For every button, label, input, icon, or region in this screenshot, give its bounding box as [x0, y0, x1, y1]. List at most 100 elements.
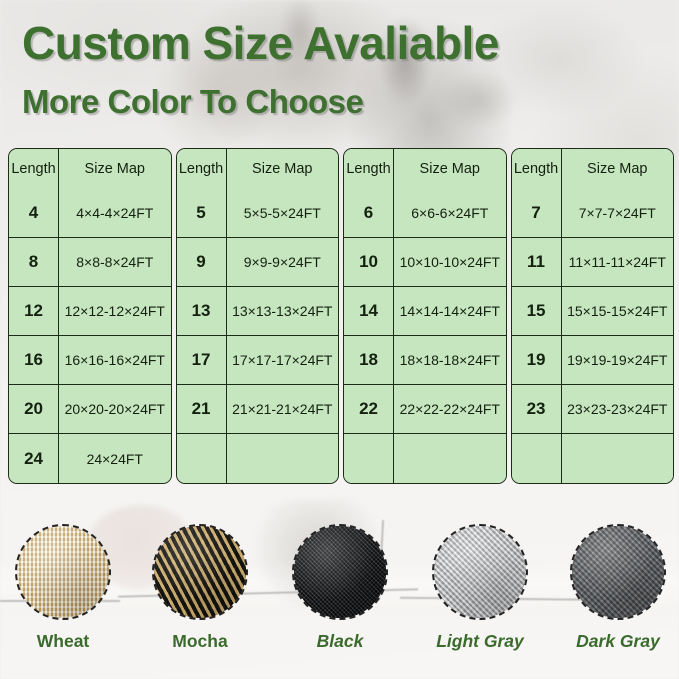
table-row: 9 9×9-9×24FT [176, 238, 338, 287]
cell-size-map: 8×8-8×24FT [59, 238, 171, 287]
table-row: 12 12×12-12×24FT [9, 287, 171, 336]
cell-size-map: 12×12-12×24FT [59, 287, 171, 336]
column-header-size-map: Size Map [394, 149, 506, 189]
swatch-shading-overlay [17, 526, 109, 618]
column-header-length: Length [9, 149, 60, 189]
swatch-shading-overlay [572, 526, 664, 618]
cell-length: 17 [176, 336, 227, 385]
column-header-size-map: Size Map [226, 149, 338, 189]
fabric-swatch-mocha-icon [152, 524, 248, 620]
table-row: 23 23×23-23×24FT [511, 385, 673, 434]
cell-length: 6 [344, 189, 395, 238]
table-row: 5 5×5-5×24FT [176, 189, 338, 238]
table-row: 18 18×18-18×24FT [344, 336, 506, 385]
cell-size-map: 18×18-18×24FT [394, 336, 506, 385]
size-tables-row: Length Size Map 4 4×4-4×24FT 8 8×8-8×24F… [8, 148, 674, 484]
size-table-3: Length Size Map 6 6×6-6×24FT 10 10×10-10… [343, 148, 507, 484]
table-row: 10 10×10-10×24FT [344, 238, 506, 287]
cell-size-map [561, 434, 673, 483]
cell-length: 12 [9, 287, 60, 336]
cell-size-map: 13×13-13×24FT [226, 287, 338, 336]
cell-size-map: 5×5-5×24FT [226, 189, 338, 238]
cell-length: 22 [344, 385, 395, 434]
column-header-length: Length [511, 149, 562, 189]
color-swatch-wheat[interactable]: Wheat [12, 524, 114, 652]
cell-length: 18 [344, 336, 395, 385]
page-title: Custom Size Avaliable [22, 17, 499, 69]
cell-size-map: 4×4-4×24FT [59, 189, 171, 238]
cell-length: 16 [9, 336, 60, 385]
table-row: 8 8×8-8×24FT [9, 238, 171, 287]
cell-size-map: 7×7-7×24FT [561, 189, 673, 238]
cell-length: 20 [9, 385, 60, 434]
color-swatch-black[interactable]: Black [289, 524, 391, 652]
cell-size-map: 6×6-6×24FT [394, 189, 506, 238]
swatch-label-light-gray: Light Gray [436, 631, 524, 651]
cell-size-map: 20×20-20×24FT [59, 385, 171, 434]
column-header-length: Length [176, 149, 227, 189]
fabric-swatch-wheat-icon [15, 524, 111, 620]
cell-size-map: 17×17-17×24FT [226, 336, 338, 385]
cell-length: 7 [511, 189, 562, 238]
table-row-empty [511, 434, 673, 483]
swatch-shading-overlay [434, 526, 526, 618]
color-swatch-row: Wheat Mocha Black Light Gray Dark Gray [0, 524, 679, 674]
table-row: 4 4×4-4×24FT [9, 189, 171, 238]
cell-length: 11 [511, 238, 562, 287]
cell-size-map: 11×11-11×24FT [561, 238, 673, 287]
column-header-length: Length [344, 149, 395, 189]
cell-length: 23 [511, 385, 562, 434]
cell-size-map: 22×22-22×24FT [394, 385, 506, 434]
cell-length: 8 [9, 238, 60, 287]
fabric-swatch-black-icon [292, 524, 388, 620]
page-subtitle: More Color To Choose [22, 83, 364, 120]
cell-size-map: 19×19-19×24FT [561, 336, 673, 385]
swatch-label-black: Black [316, 631, 364, 651]
table-row: 24 24×24FT [9, 434, 171, 483]
cell-length: 15 [511, 287, 562, 336]
cell-length: 19 [511, 336, 562, 385]
cell-length [511, 434, 562, 483]
background-photo-detail [180, 0, 540, 150]
color-swatch-light-gray[interactable]: Light Gray [429, 524, 531, 652]
swatch-label-dark-gray: Dark Gray [576, 631, 660, 651]
cell-size-map [226, 434, 338, 483]
cell-length: 10 [344, 238, 395, 287]
table-row: 20 20×20-20×24FT [9, 385, 171, 434]
cell-length: 9 [176, 238, 227, 287]
table-row: 7 7×7-7×24FT [511, 189, 673, 238]
table-row-empty [176, 434, 338, 483]
table-row: 16 16×16-16×24FT [9, 336, 171, 385]
cell-length [176, 434, 227, 483]
column-header-size-map: Size Map [561, 149, 673, 189]
cell-size-map: 21×21-21×24FT [226, 385, 338, 434]
cell-length: 24 [9, 434, 60, 483]
cell-length: 4 [9, 189, 60, 238]
table-header-row: Length Size Map [176, 149, 338, 189]
table-row: 13 13×13-13×24FT [176, 287, 338, 336]
cell-size-map: 14×14-14×24FT [394, 287, 506, 336]
cell-size-map: 10×10-10×24FT [394, 238, 506, 287]
color-swatch-dark-gray[interactable]: Dark Gray [567, 524, 669, 652]
table-row: 6 6×6-6×24FT [344, 189, 506, 238]
table-row: 21 21×21-21×24FT [176, 385, 338, 434]
table-row: 22 22×22-22×24FT [344, 385, 506, 434]
column-header-size-map: Size Map [59, 149, 171, 189]
cell-size-map: 24×24FT [59, 434, 171, 483]
table-header-row: Length Size Map [9, 149, 171, 189]
swatch-label-wheat: Wheat [36, 631, 90, 651]
color-swatch-mocha[interactable]: Mocha [149, 524, 251, 652]
table-row: 17 17×17-17×24FT [176, 336, 338, 385]
cell-length: 21 [176, 385, 227, 434]
cell-length: 14 [344, 287, 395, 336]
table-row: 15 15×15-15×24FT [511, 287, 673, 336]
fabric-swatch-dark-gray-icon [570, 524, 666, 620]
cell-size-map: 16×16-16×24FT [59, 336, 171, 385]
cell-length: 5 [176, 189, 227, 238]
size-table-4: Length Size Map 7 7×7-7×24FT 11 11×11-11… [510, 148, 674, 484]
fabric-swatch-light-gray-icon [432, 524, 528, 620]
swatch-shading-overlay [294, 526, 386, 618]
cell-length: 13 [176, 287, 227, 336]
cell-size-map: 9×9-9×24FT [226, 238, 338, 287]
